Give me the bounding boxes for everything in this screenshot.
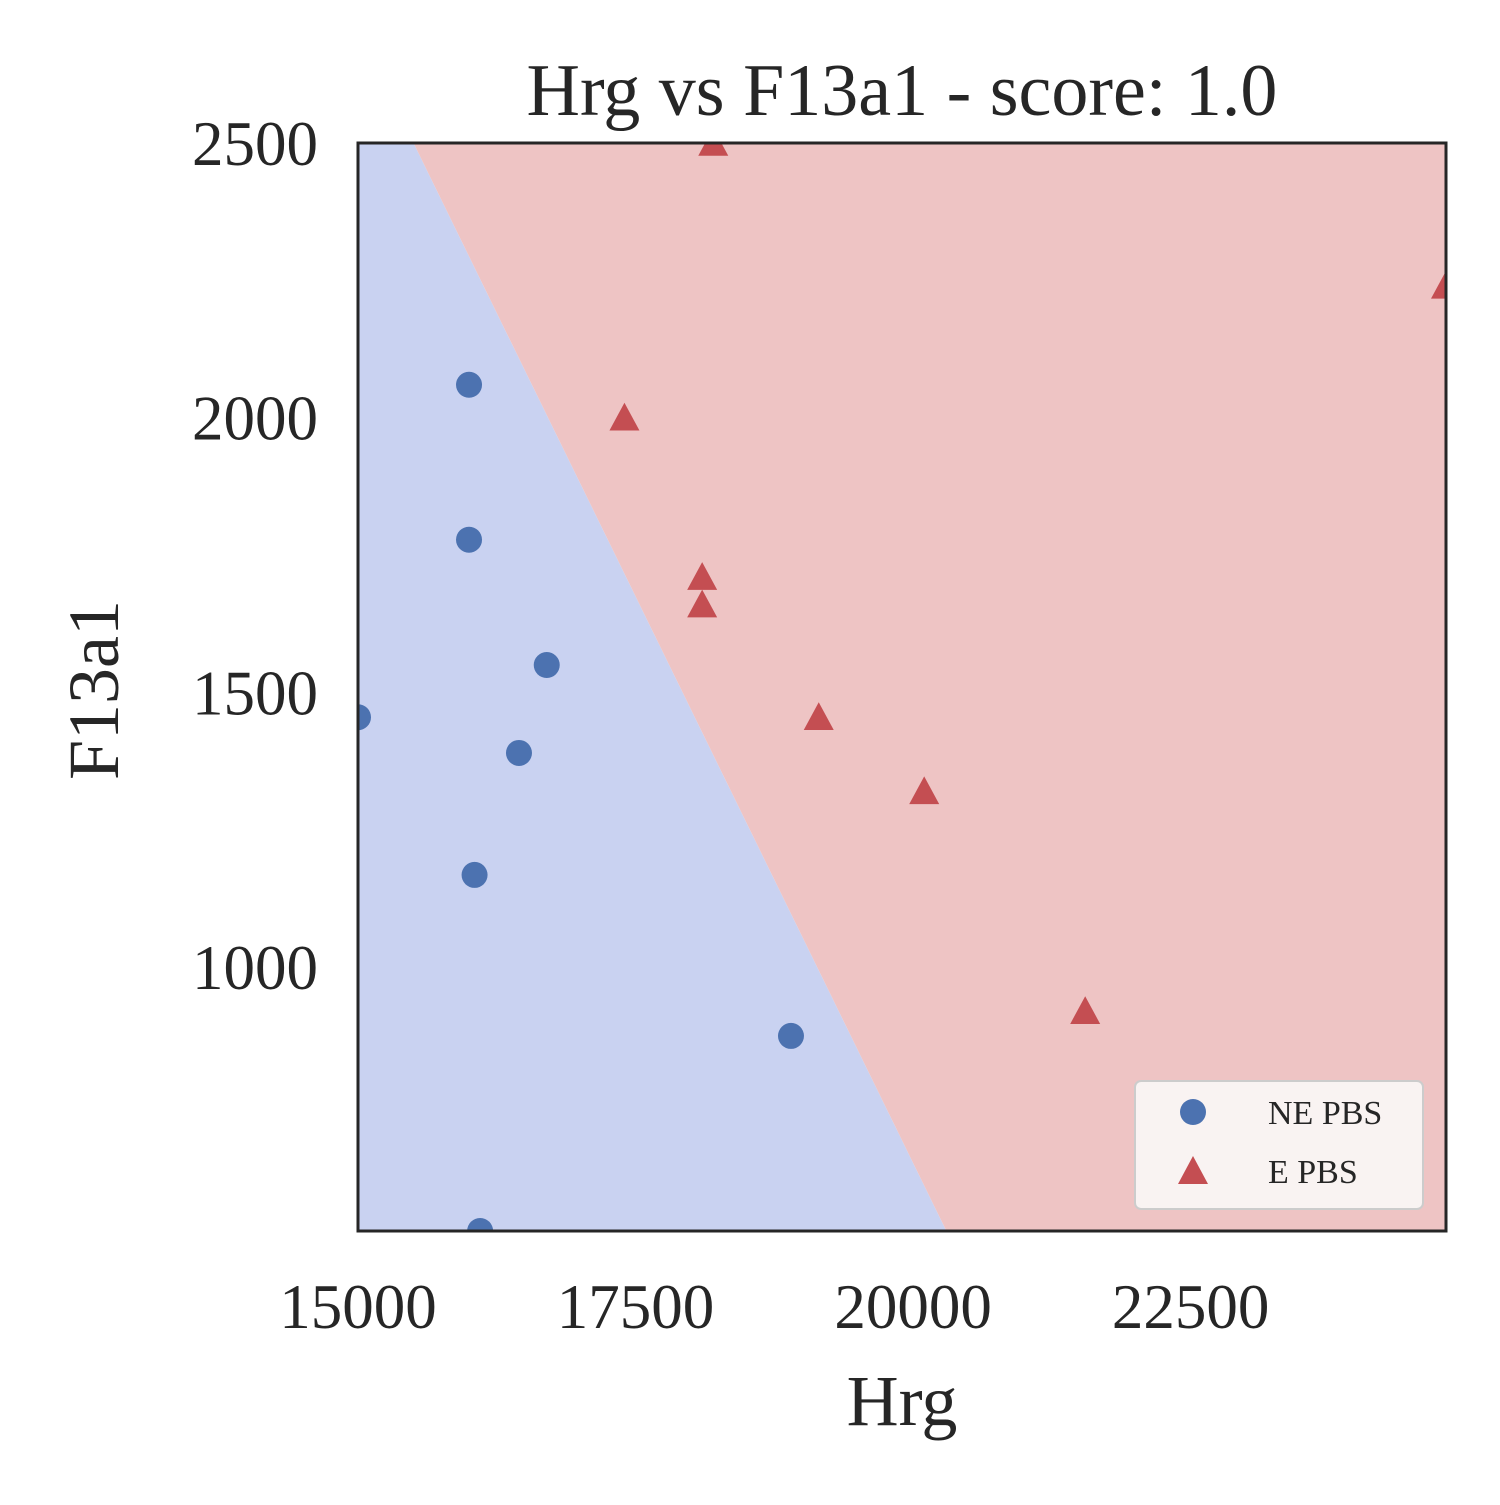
x-tick-label: 15000 bbox=[279, 1272, 437, 1342]
data-point bbox=[505, 739, 532, 766]
legend-marker-ne-pbs bbox=[1180, 1099, 1206, 1125]
data-point bbox=[803, 702, 834, 730]
plot-frame bbox=[356, 141, 1448, 1233]
data-point bbox=[609, 402, 640, 431]
data-points bbox=[358, 143, 1446, 1231]
data-point bbox=[467, 1218, 494, 1231]
y-axis-label: F13a1 bbox=[54, 600, 134, 780]
data-point bbox=[456, 526, 483, 553]
x-tick-labels: 15000 17500 20000 22500 bbox=[279, 1272, 1269, 1342]
x-axis-label: Hrg bbox=[847, 1361, 958, 1441]
legend-box bbox=[1134, 1080, 1424, 1210]
data-point bbox=[1070, 996, 1101, 1024]
legend-marker-e-pbs bbox=[1178, 1156, 1208, 1184]
legend-label-e-pbs: E PBS bbox=[1268, 1154, 1358, 1191]
data-point bbox=[777, 1022, 804, 1049]
region-ne-pbs bbox=[358, 143, 947, 1231]
chart-title: Hrg vs F13a1 - score: 1.0 bbox=[527, 50, 1278, 132]
y-tick-label: 1500 bbox=[192, 658, 318, 728]
data-point bbox=[909, 776, 940, 805]
x-tick-label: 20000 bbox=[834, 1272, 992, 1342]
data-point bbox=[358, 704, 371, 731]
data-point bbox=[461, 861, 488, 888]
data-point bbox=[698, 143, 729, 156]
legend: NE PBS E PBS bbox=[1134, 1080, 1424, 1210]
y-tick-labels: 1000 1500 2000 2500 bbox=[192, 109, 318, 1003]
x-tick-label: 22500 bbox=[1112, 1272, 1270, 1342]
data-point bbox=[533, 652, 560, 679]
data-point bbox=[687, 562, 718, 590]
region-e-pbs bbox=[413, 143, 1446, 1231]
x-tick-label: 17500 bbox=[557, 1272, 715, 1342]
data-point bbox=[456, 371, 483, 398]
y-tick-label: 2500 bbox=[192, 109, 318, 179]
y-tick-label: 2000 bbox=[192, 384, 318, 454]
data-point bbox=[687, 589, 718, 618]
legend-label-ne-pbs: NE PBS bbox=[1268, 1095, 1382, 1132]
decision-regions bbox=[358, 143, 1446, 1231]
y-tick-label: 1000 bbox=[192, 933, 318, 1003]
data-point bbox=[1431, 270, 1446, 299]
